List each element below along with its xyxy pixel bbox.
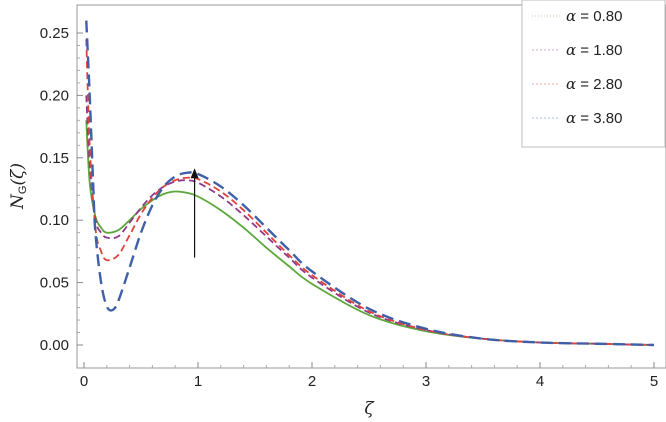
- x-axis-title: ζ: [364, 399, 375, 419]
- legend-item-3: α = 2.80: [532, 75, 622, 93]
- x-tick-label: 5: [650, 373, 658, 390]
- annotation-arrow-head: [190, 168, 199, 179]
- legend-label: α = 3.80: [566, 109, 622, 127]
- legend-item-1: α = 0.80: [532, 7, 622, 25]
- series-line-3: [85, 39, 655, 346]
- y-tick-label: 0.00: [40, 337, 69, 354]
- annotation-layer: [190, 168, 199, 258]
- y-axis-title-main: N: [8, 193, 28, 210]
- y-axis-title-sub: G: [17, 186, 29, 195]
- legend-item-4: α = 3.80: [532, 109, 622, 127]
- x-axis-ticks: 0 1 2 3 4 5: [80, 362, 658, 390]
- plot-frame: [76, 4, 666, 369]
- series-layer: [85, 20, 655, 347]
- y-axis-title-arg: (ζ): [8, 163, 28, 185]
- series-line-2: [85, 95, 655, 346]
- x-tick-label: 4: [536, 373, 544, 390]
- legend: α = 0.80 α = 1.80 α = 2.80 α = 3.80: [521, 0, 666, 148]
- legend-label: α = 0.80: [566, 7, 622, 25]
- legend-box: [521, 0, 666, 148]
- x-tick-label: 3: [422, 373, 430, 390]
- svg-text:NG(ζ): NG(ζ): [8, 163, 29, 210]
- y-tick-label: 0.15: [40, 150, 69, 167]
- x-tick-label: 2: [308, 373, 316, 390]
- y-tick-label: 0.20: [40, 87, 69, 104]
- legend-label: α = 1.80: [566, 41, 622, 59]
- legend-label: α = 2.80: [566, 75, 622, 93]
- x-tick-label: 0: [80, 373, 88, 390]
- series-line-4: [85, 20, 655, 347]
- y-tick-label: 0.25: [40, 25, 69, 42]
- series-line-1: [85, 120, 655, 346]
- x-tick-label: 1: [194, 373, 202, 390]
- y-tick-label: 0.10: [40, 212, 69, 229]
- y-axis-ticks: 0.00 0.05 0.10 0.15 0.20 0.25: [40, 25, 83, 354]
- y-tick-label: 0.05: [40, 275, 69, 292]
- legend-item-2: α = 1.80: [532, 41, 622, 59]
- y-axis-title: NG(ζ): [8, 163, 29, 210]
